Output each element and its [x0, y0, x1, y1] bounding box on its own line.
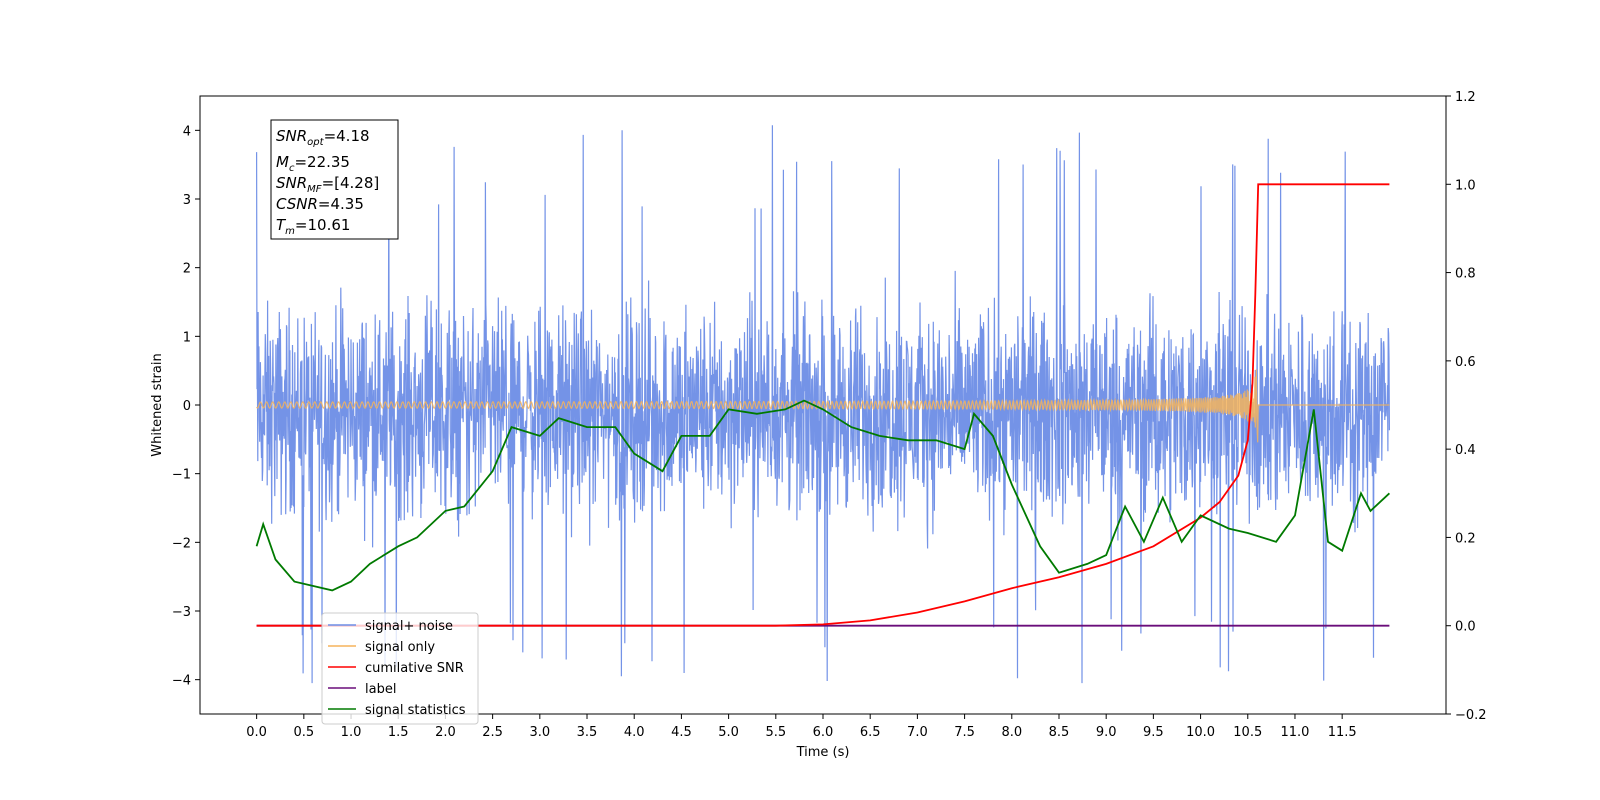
legend-item-signal-noise: signal+ noise [328, 619, 453, 634]
y-left-tick-label: −4 [172, 674, 191, 689]
x-tick-label: 0.0 [246, 725, 267, 740]
x-tick-label: 8.0 [1001, 725, 1022, 740]
x-tick-label: 7.5 [954, 725, 975, 740]
x-tick-label: 11.0 [1280, 725, 1309, 740]
x-tick-label: 3.5 [577, 725, 598, 740]
y-right-tick-label: 0.8 [1455, 267, 1476, 282]
x-tick-label: 4.0 [624, 725, 645, 740]
x-tick-label: 8.5 [1049, 725, 1070, 740]
x-tick-label: 2.0 [435, 725, 456, 740]
legend-item-label: label [328, 682, 396, 697]
legend-item-signal-statistics: signal statistics [328, 703, 466, 718]
x-tick-label: 10.0 [1186, 725, 1215, 740]
x-tick-label: 4.5 [671, 725, 692, 740]
y-right-tick-label: 0.4 [1455, 443, 1476, 458]
y-axis-right: 1.2 1.0 0.8 0.6 0.4 0.2 0.0 −0.2 [1446, 90, 1487, 723]
y-right-tick-label: 0.0 [1455, 620, 1476, 635]
x-tick-label: 11.5 [1328, 725, 1357, 740]
annotation-snr-opt: SNRopt=4.18 [276, 127, 370, 148]
x-tick-label: 7.0 [907, 725, 928, 740]
x-tick-label: 9.0 [1096, 725, 1117, 740]
x-tick-label: 6.5 [860, 725, 881, 740]
y-left-tick-label: −1 [172, 468, 191, 483]
annotation-tm: Tm=10.61 [276, 216, 350, 237]
legend-item-signal-only: signal only [328, 640, 435, 655]
legend-label: label [365, 682, 396, 697]
x-tick-label: 2.5 [482, 725, 503, 740]
series-signal-statistics-line [255, 399, 1391, 592]
annotation-frame [270, 119, 399, 240]
legend-label: signal+ noise [365, 619, 453, 634]
y-right-tick-label: −0.2 [1455, 708, 1487, 723]
x-tick-label: 5.5 [765, 725, 786, 740]
series-cumilative-snr-line [256, 183, 1390, 627]
y-left-tick-label: −3 [172, 605, 191, 620]
y-left-tick-label: 3 [183, 193, 191, 208]
x-tick-label: 10.5 [1233, 725, 1262, 740]
y-left-tick-label: −2 [172, 536, 191, 551]
annotation-mc: Mc=22.35 [276, 153, 350, 174]
y-axis-left-label: Whitened strain [150, 353, 165, 456]
y-left-tick-label: 0 [183, 399, 191, 414]
x-tick-label: 6.0 [813, 725, 834, 740]
legend-item-cumilative-snr: cumilative SNR [328, 661, 464, 676]
y-right-tick-label: 0.6 [1455, 355, 1476, 370]
y-left-tick-label: 2 [183, 262, 191, 277]
x-tick-label: 9.5 [1143, 725, 1164, 740]
y-right-tick-label: 1.0 [1455, 178, 1476, 193]
legend: signal+ noise signal only cumilative SNR… [321, 612, 479, 725]
y-right-tick-label: 0.2 [1455, 531, 1476, 546]
x-axis: 0.0 0.5 1.0 1.5 2.0 2.5 3.0 3.5 4.0 4.5 5.0 5.5 6.0 6… [246, 714, 1357, 740]
x-tick-label: 3.0 [529, 725, 550, 740]
legend-label: signal only [365, 640, 435, 655]
y-left-tick-label: 1 [183, 330, 191, 345]
annotation-csnr: CSNR=4.35 [276, 195, 364, 213]
x-axis-label: Time (s) [796, 745, 850, 760]
x-tick-label: 5.0 [718, 725, 739, 740]
legend-label: cumilative SNR [365, 661, 464, 676]
legend-label: signal statistics [365, 703, 466, 718]
y-right-tick-label: 1.2 [1455, 90, 1476, 105]
y-left-tick-label: 4 [183, 124, 191, 139]
x-tick-label: 1.5 [388, 725, 409, 740]
legend-frame [321, 612, 479, 725]
series-signal-only-line [256, 369, 1390, 443]
y-axis-left: 4 3 2 1 0 −1 −2 −3 −4 [172, 124, 200, 689]
series-signal-noise-line [256, 125, 1390, 684]
annotation-box: SNRopt=4.18 Mc=22.35 SNRMF=[4.28] CSNR=4… [270, 119, 399, 240]
annotation-snr-mf: SNRMF=[4.28] [276, 174, 379, 195]
x-tick-label: 0.5 [293, 725, 314, 740]
x-tick-label: 1.0 [341, 725, 362, 740]
